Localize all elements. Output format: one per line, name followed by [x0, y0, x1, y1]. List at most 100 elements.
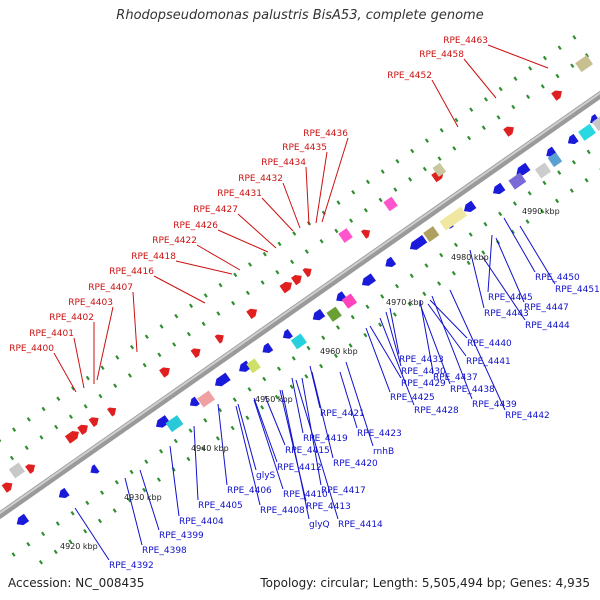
forward-gene [246, 308, 258, 320]
leader-line [169, 445, 180, 517]
track-tick [100, 365, 105, 371]
forward-gene [88, 417, 99, 427]
forward-gene [503, 126, 514, 137]
scale-label: 4990 kbp [522, 207, 560, 216]
leader-line [124, 477, 143, 546]
gene-label: RPE_4436 [303, 129, 348, 139]
track-tick [570, 63, 575, 69]
reverse-gene [262, 342, 274, 354]
gene-label: RPE_4441 [466, 357, 511, 367]
track-tick [98, 393, 103, 399]
feature-box [165, 415, 184, 433]
track-tick [439, 252, 444, 258]
reverse-gene [361, 273, 376, 286]
forward-gene [190, 348, 201, 359]
track-tick [231, 300, 236, 306]
leader-line [389, 307, 400, 355]
track-tick [85, 375, 90, 381]
track-tick [292, 231, 297, 236]
track-tick [319, 238, 324, 244]
track-tick [527, 190, 532, 196]
feature-box [338, 228, 353, 243]
track-tick [233, 272, 238, 278]
feature-box [8, 462, 25, 479]
scale-label-layer: 4920 kbp 4930 kbp 4940 kbp 4950 kbp 4960 kbp… [60, 207, 560, 551]
forward-gene [302, 268, 312, 278]
leader-line [253, 399, 284, 490]
track-tick [333, 353, 338, 359]
track-tick [144, 459, 149, 464]
forward-gene [214, 334, 224, 344]
track-tick [408, 177, 413, 182]
leader-line [175, 260, 233, 275]
reverse-gene [312, 308, 326, 321]
leader-line [74, 507, 110, 561]
track-tick [393, 187, 398, 192]
track-tick [348, 343, 353, 348]
forward-gene [1, 482, 13, 493]
track-tick [542, 180, 547, 186]
feature-box [341, 293, 358, 309]
track-tick [26, 541, 31, 547]
gene-label: RPE_4407 [88, 283, 133, 293]
track-tick [380, 294, 385, 299]
gene-label: RPE_4450 [535, 273, 580, 283]
scale-label: 4980 kbp [451, 253, 489, 262]
track-tick [365, 179, 371, 185]
track-tick [112, 508, 117, 513]
track-tick [291, 356, 296, 361]
gene-label: RPE_4412 [277, 463, 322, 473]
track-tick [11, 552, 16, 557]
track-tick [245, 290, 250, 296]
track-tick [336, 200, 341, 205]
reverse-gene [90, 464, 100, 474]
gene-label: RPE_4401 [29, 329, 74, 339]
track-tick [26, 417, 31, 422]
leader-line [153, 275, 206, 304]
gene-label: RPE_4443 [484, 309, 529, 319]
reverse-gene [239, 360, 252, 372]
track-tick [351, 189, 356, 195]
feature-box [246, 358, 261, 374]
track-tick [53, 549, 58, 555]
gene-label: RPE_4422 [152, 236, 197, 246]
track-tick [540, 84, 545, 89]
leader-line [309, 365, 321, 409]
forward-gene [77, 424, 88, 435]
track-tick [85, 500, 90, 506]
leader-line [519, 225, 556, 285]
track-tick [513, 76, 518, 81]
gene-label: RPE_4451 [555, 285, 600, 295]
track-tick [511, 104, 516, 110]
gene-label: RPE_4435 [282, 143, 327, 153]
leader-line [295, 379, 339, 520]
label-leader-lines [53, 44, 556, 561]
scale-label: 4930 kbp [124, 493, 162, 502]
genome-backbone [0, 90, 600, 520]
track-tick [540, 208, 545, 214]
track-tick [454, 117, 459, 123]
gene-label: RPE_4403 [68, 298, 113, 308]
reverse-gene [214, 372, 231, 387]
track-tick [232, 397, 237, 402]
gene-label: RPE_4438 [450, 385, 495, 395]
gene-label: RPE_4414 [338, 520, 383, 530]
track-tick [218, 282, 223, 288]
track-tick [349, 218, 354, 223]
track-tick [216, 311, 221, 316]
track-tick [424, 263, 429, 268]
feature-box [290, 333, 307, 350]
track-tick [555, 73, 560, 79]
track-tick [127, 373, 132, 378]
gene-label: glyQ [309, 520, 330, 530]
track-tick [451, 270, 456, 276]
track-tick [230, 425, 235, 431]
track-tick [422, 291, 427, 297]
leader-line [132, 291, 138, 353]
gene-label: RPE_4440 [467, 339, 512, 349]
track-tick [437, 281, 442, 286]
leader-line [237, 403, 257, 471]
leader-line [463, 58, 497, 99]
feature-box [578, 123, 596, 141]
